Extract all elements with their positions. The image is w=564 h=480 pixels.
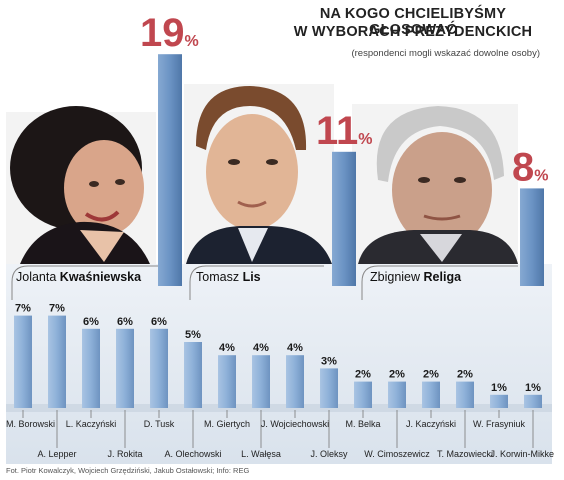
featured-name-1: Jolanta Kwaśniewska — [16, 270, 141, 284]
bar-4 — [116, 328, 134, 408]
bar-value-label-15: 1% — [491, 382, 507, 394]
portrait-older-man-icon — [352, 104, 518, 264]
category-label-6: A. Olechowski — [164, 449, 221, 459]
portrait-man-icon — [184, 84, 334, 264]
featured-value-label-2: 11% — [316, 109, 373, 153]
bar-value-label-16: 1% — [525, 382, 541, 394]
bar-9 — [286, 355, 304, 408]
category-label-1: M. Borowski — [6, 419, 55, 429]
bar-value-label-10: 3% — [321, 355, 337, 367]
bar-value-label-9: 4% — [287, 342, 303, 354]
category-label-15: W. Frasyniuk — [473, 419, 526, 429]
category-label-7: M. Giertych — [204, 419, 250, 429]
panel-frame-3 — [361, 265, 518, 300]
category-label-3: L. Kaczyński — [66, 419, 117, 429]
bar-value-label-6: 5% — [185, 329, 201, 341]
photo-credits: Fot. Piotr Kowalczyk, Wojciech Grzędzińs… — [6, 466, 250, 475]
bar-value-label-13: 2% — [423, 369, 439, 381]
bar-value-label-7: 4% — [219, 342, 235, 354]
bar-1 — [14, 315, 32, 408]
bar-11 — [354, 381, 372, 408]
featured-name-2: Tomasz Lis — [196, 270, 261, 284]
featured-value-label-1: 19% — [140, 11, 199, 55]
category-label-13: J. Kaczyński — [406, 419, 456, 429]
category-label-2: A. Lepper — [37, 449, 76, 459]
bar-16 — [524, 394, 542, 408]
bar-value-label-11: 2% — [355, 369, 371, 381]
category-label-10: J. Oleksy — [310, 449, 348, 459]
featured-value-number-2: 11 — [316, 109, 358, 153]
bars-baseline-shadow — [6, 404, 552, 412]
chart-title-line-2: W WYBORACH PREZYDENCKICH — [293, 24, 533, 40]
panel-frame-1 — [11, 265, 178, 300]
featured-value-number-1: 19 — [140, 11, 185, 55]
category-label-12: W. Cimoszewicz — [364, 449, 430, 459]
bar-10 — [320, 368, 338, 408]
bar-value-label-14: 2% — [457, 369, 473, 381]
bar-value-label-5: 6% — [151, 316, 167, 328]
bar-value-label-2: 7% — [49, 303, 65, 315]
bar-3 — [82, 328, 100, 408]
featured-last-name-1: Kwaśniewska — [59, 270, 142, 284]
bar-15 — [490, 394, 508, 408]
featured-bar-2 — [332, 151, 356, 286]
panel-frames — [11, 265, 518, 300]
bar-value-label-8: 4% — [253, 342, 269, 354]
bar-13 — [422, 381, 440, 408]
featured-bar-3 — [520, 188, 544, 286]
category-label-14: T. Mazowiecki — [437, 449, 493, 459]
bar-14 — [456, 381, 474, 408]
bar-2 — [48, 315, 66, 408]
panel-frame-2 — [189, 265, 324, 300]
category-label-16: J. Korwin-Mikke — [490, 449, 554, 459]
category-label-11: M. Belka — [345, 419, 380, 429]
category-label-8: L. Wałęsa — [241, 449, 281, 459]
featured-value-number-3: 8 — [512, 145, 534, 189]
bar-value-label-3: 6% — [83, 316, 99, 328]
category-label-9: J. Wojciechowski — [261, 419, 329, 429]
portrait-woman-icon — [6, 106, 156, 264]
bar-12 — [388, 381, 406, 408]
bar-value-label-12: 2% — [389, 369, 405, 381]
bar-value-label-1: 7% — [15, 303, 31, 315]
bar-5 — [150, 328, 168, 408]
featured-first-name-1: Jolanta — [16, 270, 57, 284]
chart-subtitle: (respondenci mogli wskazać dowolne osoby… — [351, 48, 540, 59]
chart-title-line-1: NA KOGO CHCIELIBYŚMY GŁOSOWAĆ — [319, 6, 507, 38]
featured-first-name-2: Tomasz — [196, 270, 240, 284]
featured-value-sign-1: % — [185, 33, 199, 50]
featured-value-label-3: 8% — [512, 145, 548, 189]
featured-value-sign-3: % — [534, 167, 548, 184]
featured-last-name-3: Religa — [423, 270, 462, 284]
bar-value-label-4: 6% — [117, 316, 133, 328]
featured-name-3: Zbigniew Religa — [370, 270, 461, 284]
featured-value-sign-2: % — [358, 131, 372, 148]
featured-first-name-3: Zbigniew — [370, 270, 421, 284]
bar-8 — [252, 355, 270, 408]
category-label-5: D. Tusk — [144, 419, 175, 429]
featured-last-name-2: Lis — [242, 270, 261, 284]
category-label-4: J. Rokita — [107, 449, 142, 459]
bar-7 — [218, 355, 236, 408]
bar-6 — [184, 342, 202, 408]
featured-bar-1 — [158, 54, 182, 287]
